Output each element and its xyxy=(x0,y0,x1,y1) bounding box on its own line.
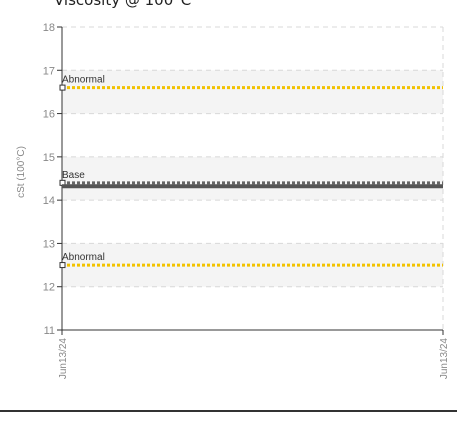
reference-lines: Abnormal Base Abnormal xyxy=(59,75,443,269)
y-tick-label: 16 xyxy=(43,109,55,121)
bottom-divider xyxy=(0,410,457,412)
axes xyxy=(61,27,443,331)
y-tick-label: 18 xyxy=(43,22,55,34)
reference-label: Abnormal xyxy=(62,75,105,86)
x-tick-label: Jun13/24 xyxy=(439,338,450,380)
x-tick-label: Jun13/24 xyxy=(58,338,69,380)
reference-marker xyxy=(59,262,66,269)
grid-lines xyxy=(61,26,444,330)
y-tick-label: 17 xyxy=(43,65,55,77)
plot-band xyxy=(62,156,443,201)
y-tick-label: 15 xyxy=(43,152,55,164)
reference-label: Base xyxy=(62,170,85,181)
y-axis-title: cSt (100°C) xyxy=(16,146,27,198)
reference-label: Abnormal xyxy=(62,252,105,263)
plot-bands xyxy=(62,70,443,287)
y-tick-label: 12 xyxy=(43,282,55,294)
y-tick-label: 11 xyxy=(44,325,55,337)
y-tick-label: 14 xyxy=(43,195,55,207)
y-ticks: 11 12 13 14 15 16 17 18 xyxy=(43,22,62,337)
x-ticks: Jun13/24 Jun13/24 xyxy=(58,330,450,379)
chart-title: Viscosity @ 100°C xyxy=(54,0,192,9)
reference-marker xyxy=(59,84,66,91)
plot-band xyxy=(62,70,443,114)
y-tick-label: 13 xyxy=(43,238,55,250)
